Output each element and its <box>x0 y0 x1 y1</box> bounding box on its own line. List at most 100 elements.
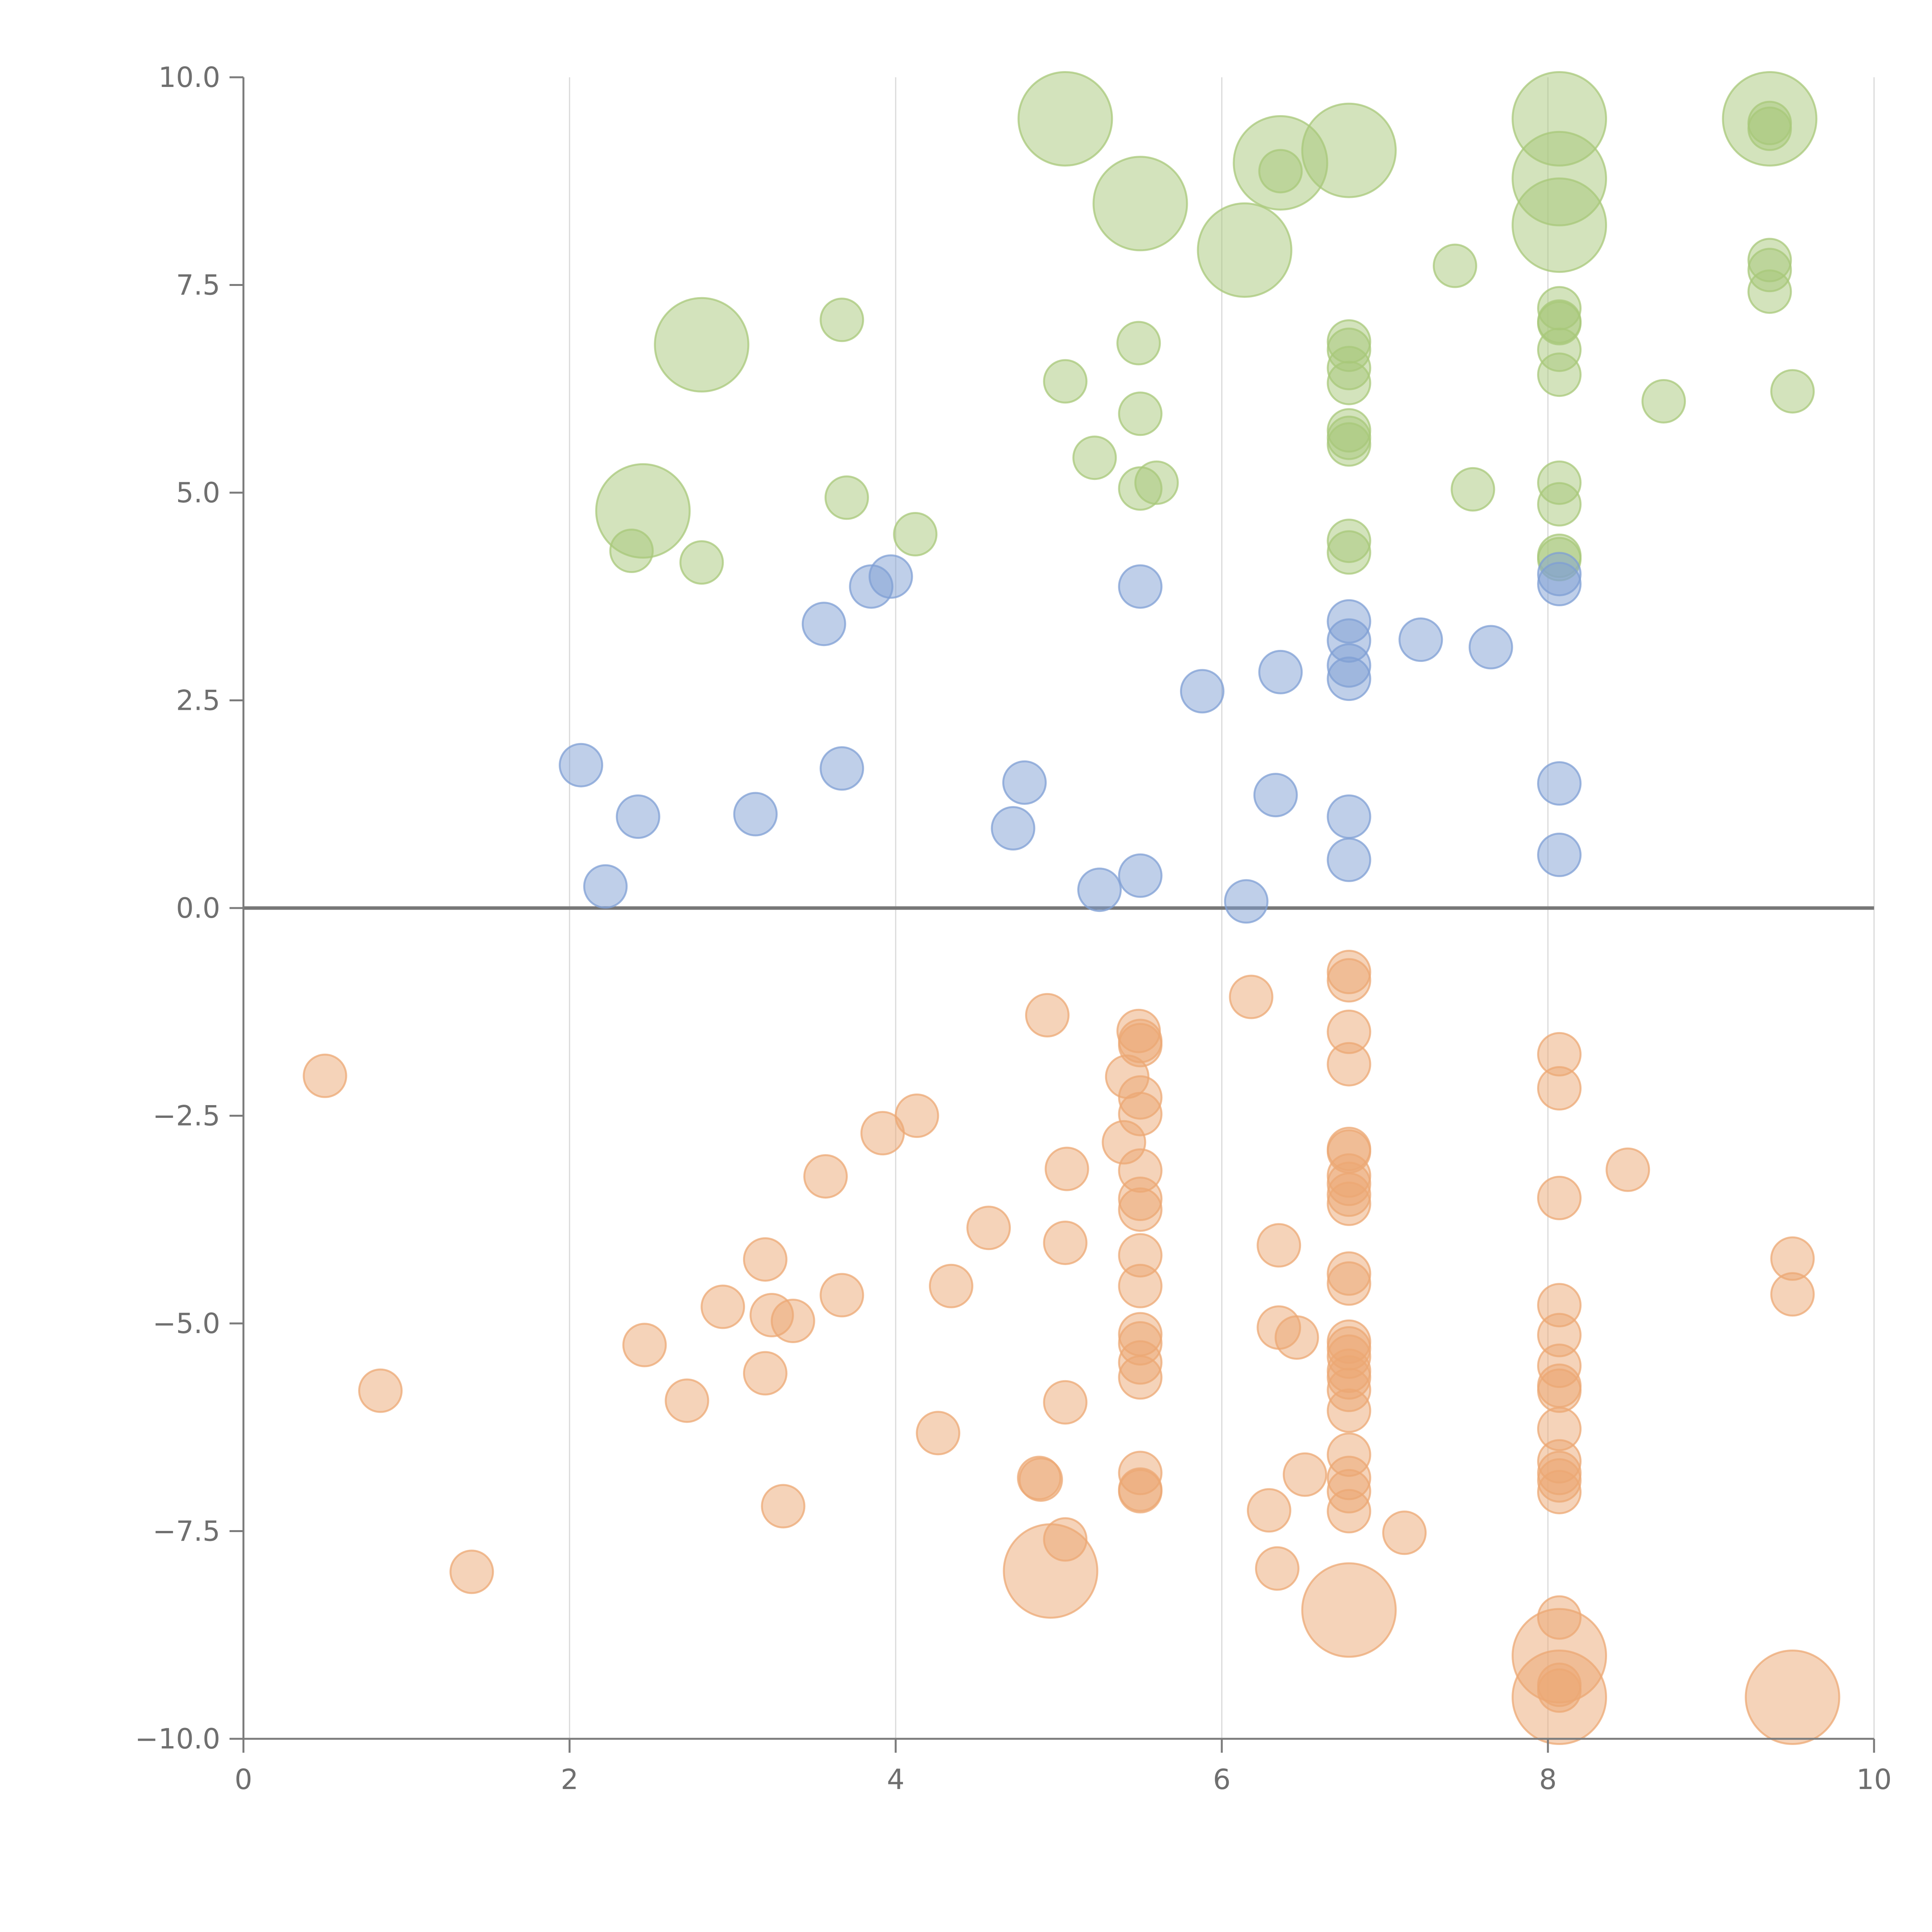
bubble-point <box>1537 1595 1582 1640</box>
bubble-point <box>824 475 869 520</box>
bubble-point <box>743 1351 787 1396</box>
bubble-point <box>1327 958 1371 1003</box>
bubble-point <box>1745 1650 1840 1745</box>
bubble-point <box>679 540 724 585</box>
y-tick-label: 0.0 <box>176 892 220 924</box>
bubble-point <box>1537 482 1582 527</box>
bubble-point <box>1537 761 1582 806</box>
bubble-point <box>895 1094 939 1138</box>
bubble-point <box>1327 1042 1371 1087</box>
bubble-point <box>820 746 864 791</box>
bubble-point <box>1327 422 1371 467</box>
bubble-point <box>1077 867 1122 912</box>
bubble-point <box>358 1368 403 1413</box>
x-tick-label: 6 <box>1213 1763 1231 1796</box>
bubble-point <box>1432 243 1477 288</box>
bubble-point <box>654 297 750 393</box>
y-tick-label: −7.5 <box>153 1515 220 1548</box>
bubble-point <box>929 1264 973 1308</box>
bubble-point <box>1641 379 1686 423</box>
bubble-point <box>583 864 628 909</box>
bubble-point <box>1605 1147 1650 1192</box>
bubble-point <box>1180 669 1225 714</box>
bubble-point <box>1398 617 1443 662</box>
bubble-point <box>616 794 660 839</box>
bubble-point <box>1274 1315 1319 1360</box>
bubble-point <box>1327 530 1371 575</box>
bubble-point <box>1092 156 1188 252</box>
axes <box>230 76 1875 1753</box>
bubble-point <box>609 529 654 573</box>
bubble-point <box>1451 467 1495 512</box>
bubble-point <box>559 743 604 787</box>
bubble-point <box>1301 1562 1397 1658</box>
bubble-point <box>1327 1261 1371 1306</box>
bubble-point <box>1043 359 1088 404</box>
bubble-point <box>1747 269 1792 314</box>
y-tick-label: 10.0 <box>158 61 220 94</box>
bubble-point <box>665 1378 709 1423</box>
bubble-point <box>1327 1489 1371 1534</box>
bubble-point <box>733 792 778 837</box>
bubble-point <box>1537 352 1582 397</box>
bubble-point <box>701 1284 745 1329</box>
bubble-point <box>1118 1469 1163 1514</box>
bubble-point <box>1327 837 1371 882</box>
bubble-point <box>1327 1181 1371 1226</box>
bubble-point <box>1229 975 1274 1019</box>
bubble-point <box>770 1299 815 1344</box>
bubble-point <box>1512 177 1607 273</box>
bubble-point <box>1327 794 1371 839</box>
bubble-point <box>1043 1380 1088 1425</box>
bubble-point <box>1258 650 1303 694</box>
bubble-point <box>1116 321 1161 366</box>
bubble-point <box>1537 832 1582 877</box>
bubble-point <box>1247 1488 1291 1533</box>
bubble-point <box>1257 1223 1301 1268</box>
bubble-point <box>1468 625 1513 670</box>
bubble-point <box>1118 1355 1163 1400</box>
bubble-point <box>1537 1368 1582 1413</box>
bubble-point <box>1282 1452 1327 1497</box>
bubble-point <box>1537 1066 1582 1111</box>
y-tick-label: −10.0 <box>135 1723 220 1755</box>
bubble-point <box>868 554 913 599</box>
x-tick-label: 2 <box>561 1763 578 1796</box>
bubble-point <box>1258 149 1303 194</box>
bubble-point <box>1327 656 1371 701</box>
bubble-point <box>1770 369 1815 414</box>
bubble-point <box>1118 1187 1163 1232</box>
x-tick-label: 0 <box>235 1763 252 1796</box>
bubble-point <box>1019 1457 1063 1502</box>
bubble-point <box>1224 879 1269 924</box>
y-tick-label: 2.5 <box>176 684 220 717</box>
bubble-point <box>1537 1668 1582 1713</box>
bubble-point <box>1025 993 1070 1037</box>
bubble-point <box>622 1323 667 1367</box>
bubble-point <box>1327 361 1371 405</box>
bubble-point <box>803 1154 848 1199</box>
bubble-point <box>761 1484 806 1529</box>
bubble-point <box>1017 71 1113 167</box>
bubble-point <box>1382 1510 1427 1555</box>
y-tick-label: 5.0 <box>176 476 220 509</box>
bubble-point <box>893 512 938 556</box>
bubble-point <box>1747 106 1792 151</box>
data-points <box>303 71 1840 1745</box>
bubble-point <box>1301 102 1397 198</box>
bubble-point <box>1118 853 1163 898</box>
bubble-point <box>1253 773 1298 818</box>
y-tick-label: −2.5 <box>153 1100 220 1132</box>
bubble-point <box>916 1411 961 1456</box>
bubble-point <box>1118 564 1163 609</box>
bubble-point <box>1537 1469 1582 1514</box>
bubble-point <box>1255 1546 1299 1591</box>
bubble-point <box>966 1206 1011 1250</box>
bubble-point <box>1134 460 1179 505</box>
y-tick-label: 7.5 <box>176 269 220 301</box>
bubble-point <box>449 1549 494 1594</box>
bubble-point <box>1002 760 1047 805</box>
bubble-point <box>1327 1388 1371 1433</box>
bubble-point <box>820 298 864 342</box>
bubble-point <box>1537 1175 1582 1220</box>
